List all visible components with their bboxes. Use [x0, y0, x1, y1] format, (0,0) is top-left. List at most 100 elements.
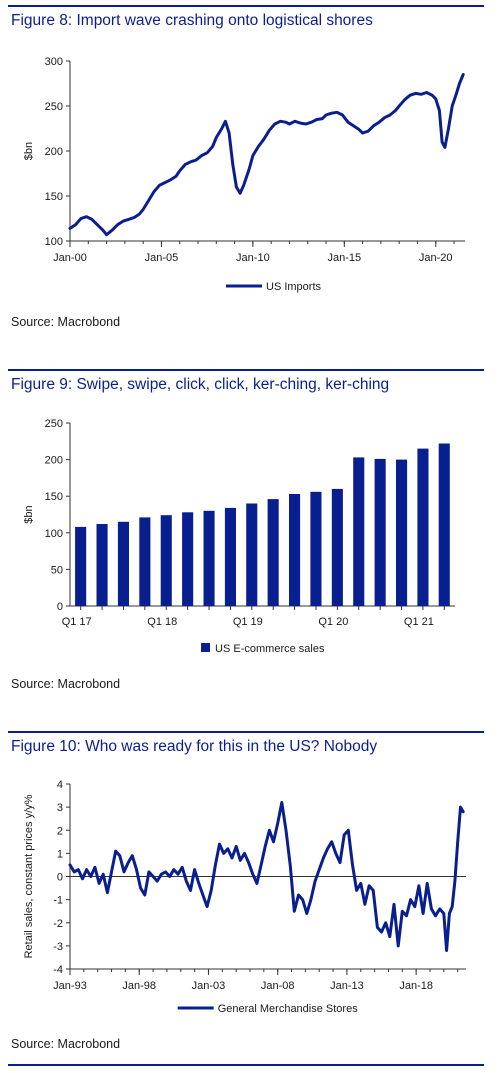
chart2-data-point — [281, 801, 283, 804]
chart0-data-point — [206, 152, 208, 154]
chart0-data-point — [367, 130, 369, 132]
chart2-y-tick-label: -3 — [53, 941, 63, 953]
chart0-data-point — [190, 161, 192, 163]
chart2-data-point — [277, 822, 279, 824]
chart2-data-point — [318, 869, 320, 871]
chart2-data-point — [385, 922, 387, 924]
figure10-title: Figure 10: Who was ready for this in the… — [11, 738, 378, 755]
chart2-x-tick-label: Jan-18 — [399, 980, 433, 992]
chart2-data-point — [426, 882, 428, 884]
chart1-bar — [75, 526, 87, 606]
chart2-data-point — [144, 894, 146, 896]
chart2-data-point — [401, 910, 403, 912]
chart1-legend-label: US E-commerce sales — [215, 643, 325, 655]
figure10-top-rule — [8, 731, 484, 733]
chart2-data-point — [198, 882, 200, 884]
chart2-data-point — [202, 894, 204, 896]
chart0-data-point — [444, 146, 446, 148]
chart2-data-point — [289, 864, 291, 866]
chart0-data-point — [148, 199, 150, 202]
chart0-data-point — [415, 92, 417, 94]
chart0-data-point — [243, 184, 245, 186]
chart2-data-point — [434, 915, 437, 917]
chart0-data-point — [74, 224, 77, 226]
figure8-title: Figure 8: Import wave crashing onto logi… — [11, 12, 373, 29]
chart2-data-point — [231, 857, 233, 859]
chart2-data-point — [77, 869, 79, 871]
chart0-y-axis-label: $bn — [23, 142, 35, 160]
chart2-data-point — [418, 885, 420, 887]
chart2-data-point — [360, 882, 362, 884]
chart1-bar — [374, 458, 386, 606]
figure8-line-chart: 100 150 200 250 300 $bn Jan-00 Jan-05 Jan-10 Jan-… — [23, 56, 465, 293]
chart1-y-tick-label: 200 — [45, 455, 63, 467]
chart0-data-point — [294, 120, 296, 122]
chart2-data-point — [389, 936, 391, 938]
chart0-data-point — [215, 136, 217, 139]
chart2-data-point — [314, 880, 316, 882]
chart2-data-point — [194, 869, 196, 871]
chart1-bar — [396, 459, 408, 606]
chart2-data-point — [69, 864, 71, 866]
chart0-data-point — [420, 93, 422, 95]
chart2-data-point — [380, 931, 383, 933]
chart1-bar — [331, 488, 343, 606]
chart2-y-tick-label: -2 — [53, 918, 63, 930]
chart0-data-point — [389, 114, 391, 116]
chart0-data-point — [257, 145, 259, 148]
chart2-data-point — [90, 875, 92, 878]
chart2-data-point — [339, 862, 341, 864]
figure10-line-chart: -4 -3 -2 -1 0 1 2 3 4 Retail sales, constant pric… — [23, 779, 466, 1015]
chart0-data-point — [373, 125, 375, 127]
chart0-data-point — [153, 190, 155, 193]
chart2-data-point — [106, 892, 108, 894]
chart0-data-point — [224, 120, 226, 122]
chart0-data-point — [159, 184, 161, 186]
chart0-data-point — [263, 138, 265, 140]
chart2-x-tick-label: Jan-13 — [330, 980, 364, 992]
chart0-data-point — [409, 94, 411, 96]
chart1-bar — [96, 524, 108, 606]
chart2-y-tick-label: 0 — [57, 872, 63, 884]
chart0-data-point — [138, 213, 141, 215]
chart0-data-point — [122, 220, 124, 222]
chart2-data-point — [210, 889, 212, 891]
chart2-data-point — [81, 878, 84, 880]
chart2-data-point — [94, 866, 96, 868]
chart2-x-tick-label: Jan-08 — [261, 980, 295, 992]
chart2-data-point — [454, 880, 456, 882]
chart0-data-point — [164, 181, 166, 184]
chart0-data-point — [305, 123, 307, 125]
chart2-data-point — [422, 912, 424, 915]
chart2-data-point — [372, 889, 374, 891]
chart0-data-point — [170, 179, 172, 181]
chart2-data-point — [297, 894, 300, 896]
chart2-data-point — [410, 899, 412, 901]
chart0-data-point — [336, 111, 338, 113]
chart2-data-point — [102, 873, 104, 875]
figure10-bottom-rule — [8, 1064, 484, 1066]
chart0-data-point — [175, 175, 177, 177]
chart1-bar — [246, 503, 258, 606]
chart2-data-point — [310, 899, 312, 901]
chart2-data-point — [268, 829, 270, 831]
chart2-data-point — [243, 852, 246, 854]
chart0-data-point — [232, 163, 234, 166]
chart0-data-point — [248, 168, 250, 170]
chart2-data-point — [119, 855, 121, 857]
chart2-data-point — [131, 855, 133, 857]
chart0-data-point — [235, 186, 237, 188]
chart2-data-point — [156, 880, 158, 882]
chart2-data-point — [293, 910, 295, 912]
chart0-y-tick-label: 150 — [45, 191, 63, 203]
chart2-data-point — [264, 845, 266, 847]
chart2-data-point — [185, 880, 187, 882]
chart1-x-tick-label: Q1 17 — [62, 616, 92, 628]
chart1-bar — [438, 443, 450, 606]
chart0-data-point — [142, 208, 144, 211]
chart2-data-point — [252, 873, 254, 875]
chart0-data-point — [352, 125, 354, 127]
chart0-data-point — [394, 109, 397, 112]
chart0-data-point — [431, 94, 433, 96]
chart0-y-tick-label: 250 — [45, 101, 63, 113]
